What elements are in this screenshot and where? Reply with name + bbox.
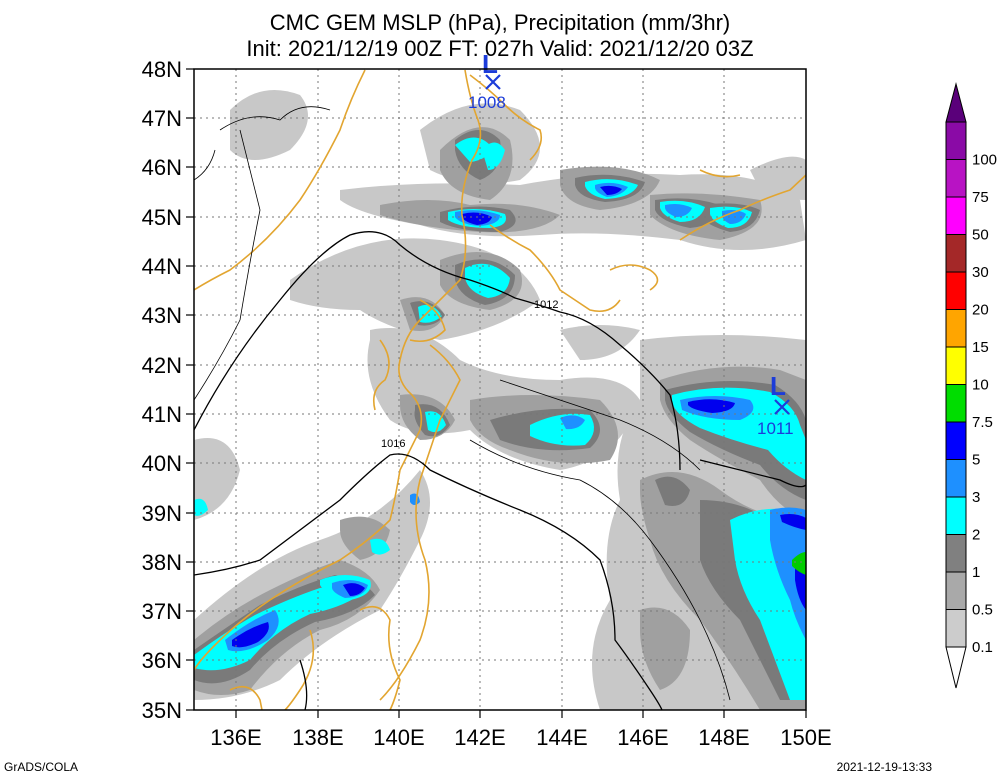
colorbar-label: 30 bbox=[972, 264, 989, 281]
low-symbol-1: L bbox=[482, 49, 498, 79]
precip-5 bbox=[792, 552, 806, 575]
colorbar-label: 2 bbox=[972, 527, 980, 544]
lat-label: 45N bbox=[142, 205, 182, 230]
colorbar-swatch bbox=[945, 571, 967, 610]
colorbar-label: 50 bbox=[972, 227, 989, 244]
low-value-2: 1011 bbox=[757, 419, 794, 438]
colorbar-swatch bbox=[945, 346, 967, 385]
low-symbol-2: L bbox=[770, 371, 786, 401]
colorbar-swatch bbox=[945, 609, 967, 648]
low-value-1: 1008 bbox=[468, 93, 506, 112]
lat-label: 46N bbox=[142, 155, 182, 180]
colorbar-swatch bbox=[945, 121, 967, 160]
lat-label: 48N bbox=[142, 57, 182, 82]
colorbar-swatch bbox=[945, 496, 967, 535]
grid-lines bbox=[194, 69, 806, 710]
lat-labels: 48N 47N 46N 45N 44N 43N 42N 41N 40N 39N … bbox=[142, 57, 182, 723]
lat-label: 47N bbox=[142, 106, 182, 131]
colorbar-label: 5 bbox=[972, 452, 980, 469]
lat-label: 41N bbox=[142, 402, 182, 427]
low-marker-1: L 1008 bbox=[468, 49, 506, 112]
colorbar-swatch bbox=[945, 234, 967, 273]
colorbar-label: 0.1 bbox=[972, 639, 993, 656]
colorbar-label: 20 bbox=[972, 302, 989, 319]
map-frame bbox=[193, 68, 807, 711]
lat-label: 38N bbox=[142, 550, 182, 575]
colorbar-top-arrow bbox=[945, 82, 967, 123]
low-cross-1-icon bbox=[485, 74, 501, 90]
lat-label: 37N bbox=[142, 599, 182, 624]
lon-label: 138E bbox=[292, 725, 343, 750]
colorbar-swatch bbox=[945, 534, 967, 573]
colorbar-label: 15 bbox=[972, 339, 989, 356]
colorbar-label: 10 bbox=[972, 377, 989, 394]
colorbar-swatch bbox=[945, 421, 967, 460]
precip-layer bbox=[194, 90, 806, 710]
lat-label: 35N bbox=[142, 698, 182, 723]
boundaries bbox=[194, 106, 731, 701]
isobars bbox=[194, 231, 806, 710]
lat-label: 44N bbox=[142, 254, 182, 279]
lat-label: 42N bbox=[142, 353, 182, 378]
low-cross-2-icon bbox=[774, 399, 790, 415]
isobar-label-1012: 1012 bbox=[534, 299, 558, 311]
lat-label: 36N bbox=[142, 648, 182, 673]
footer-credit: GrADS/COLA bbox=[4, 760, 79, 774]
map-subtitle: Init: 2021/12/19 00Z FT: 027h Valid: 202… bbox=[246, 36, 754, 61]
colorbar-swatch bbox=[945, 271, 967, 310]
lon-label: 136E bbox=[210, 725, 261, 750]
map-title: CMC GEM MSLP (hPa), Precipitation (mm/3h… bbox=[269, 10, 731, 35]
lon-label: 148E bbox=[698, 725, 749, 750]
axis-ticks bbox=[186, 68, 807, 718]
lat-label: 43N bbox=[142, 303, 182, 328]
low-marker-2: L 1011 bbox=[757, 371, 794, 438]
colorbar-label: 3 bbox=[972, 489, 980, 506]
colorbar-label: 100 bbox=[972, 152, 997, 169]
colorbar: 100 75 50 30 20 15 10 7.5 5 3 2 1 0.5 0.1 bbox=[945, 82, 997, 689]
lon-label: 150E bbox=[780, 725, 831, 750]
colorbar-label: 75 bbox=[972, 189, 989, 206]
lon-label: 142E bbox=[454, 725, 505, 750]
isobar-label-1016: 1016 bbox=[381, 438, 405, 450]
colorbar-label: 1 bbox=[972, 564, 980, 581]
coastlines bbox=[194, 69, 806, 710]
colorbar-label: 7.5 bbox=[972, 414, 993, 431]
colorbar-swatch bbox=[945, 459, 967, 498]
footer-timestamp: 2021-12-19-13:33 bbox=[836, 760, 932, 774]
lon-label: 144E bbox=[536, 725, 587, 750]
colorbar-swatch bbox=[945, 159, 967, 198]
colorbar-bottom-arrow bbox=[945, 646, 967, 689]
lon-label: 140E bbox=[373, 725, 424, 750]
lon-labels: 136E 138E 140E 142E 144E 146E 148E 150E bbox=[210, 725, 831, 750]
colorbar-swatch bbox=[945, 309, 967, 348]
colorbar-swatch bbox=[945, 196, 967, 235]
lat-label: 39N bbox=[142, 501, 182, 526]
colorbar-swatch bbox=[945, 384, 967, 423]
lon-label: 146E bbox=[617, 725, 668, 750]
colorbar-label: 0.5 bbox=[972, 602, 993, 619]
lat-label: 40N bbox=[142, 451, 182, 476]
